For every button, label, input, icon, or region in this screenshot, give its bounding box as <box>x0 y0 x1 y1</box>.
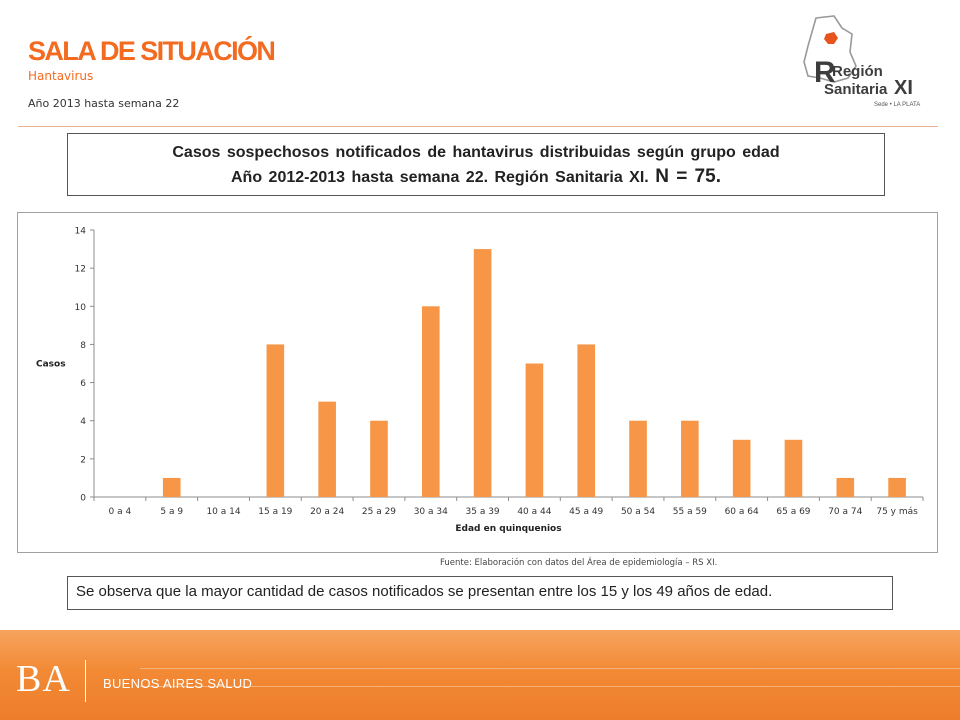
header-divider <box>18 126 938 127</box>
x-tick-label: 60 a 64 <box>725 507 759 517</box>
footer-decor-line <box>140 686 960 687</box>
page-title: SALA DE SITUACIÓN <box>28 36 276 66</box>
y-tick-label: 2 <box>80 455 86 465</box>
logo-numeral: XI <box>894 77 913 99</box>
bar-40-a-44 <box>525 363 544 497</box>
x-tick-label: 45 a 49 <box>569 507 603 517</box>
conclusion-box: Se observa que la mayor cantidad de caso… <box>67 576 893 610</box>
bar-30-a-34 <box>421 306 440 497</box>
bar-75-y-más <box>888 477 906 497</box>
logo-line2: Sanitaria <box>824 81 888 98</box>
x-tick-label: 25 a 29 <box>362 507 396 517</box>
x-tick-label: 10 a 14 <box>206 507 240 517</box>
chart-title-line2-text: Año 2012-2013 hasta semana 22. Región Sa… <box>231 169 649 186</box>
bar-50-a-54 <box>629 420 647 497</box>
region-sanitaria-logo: R Región Sanitaria XI Sede • LA PLATA <box>803 15 920 108</box>
y-tick-label: 0 <box>80 494 86 504</box>
province-map-icon <box>803 15 857 83</box>
x-tick-label: 35 a 39 <box>466 507 500 517</box>
region-highlight-icon <box>824 32 838 44</box>
y-tick-label: 4 <box>80 417 86 427</box>
x-tick-label: 15 a 19 <box>258 507 292 517</box>
period-label: Año 2013 hasta semana 22 <box>28 97 180 110</box>
footer-separator <box>85 660 86 702</box>
bar-70-a-74 <box>836 477 855 497</box>
x-tick-label: 55 a 59 <box>673 507 707 517</box>
ba-logo: BA <box>16 658 71 700</box>
bar-35-a-39 <box>473 249 492 497</box>
x-axis-title: Edad en quinquenios <box>455 524 561 534</box>
y-tick-label: 10 <box>75 303 87 313</box>
y-tick-label: 6 <box>80 379 86 389</box>
y-axis-title: Casos <box>36 360 66 370</box>
x-tick-label: 70 a 74 <box>828 507 862 517</box>
age-group-bar-chart: 0 2 4 6 8 10 12 14 0 a 4 5 a 9 10 a 14 15 a 19 20 a … <box>36 227 924 534</box>
bar-65-a-69 <box>784 439 803 497</box>
x-tick-label: 5 a 9 <box>160 507 183 517</box>
y-tick-label: 8 <box>80 341 86 351</box>
footer-band: BA BUENOS AIRES SALUD <box>0 630 960 720</box>
page-subtitle: Hantavirus <box>28 69 94 83</box>
y-tick-label: 14 <box>75 227 87 237</box>
x-tick-label: 75 y más <box>876 507 918 517</box>
chart-frame: 0 2 4 6 8 10 12 14 0 a 4 5 a 9 10 a 14 15 a 19 20 a … <box>17 212 938 553</box>
bar-20-a-24 <box>318 401 336 497</box>
footer-decor-line <box>140 668 960 669</box>
x-tick-label: 30 a 34 <box>414 507 448 517</box>
bar-25-a-29 <box>370 420 388 497</box>
bar-55-a-59 <box>681 420 699 497</box>
bar-5-a-9 <box>162 477 181 497</box>
bar-15-a-19 <box>266 344 285 497</box>
x-tick-label: 0 a 4 <box>109 507 132 517</box>
x-tick-label: 50 a 54 <box>621 507 655 517</box>
footer-org-name: BUENOS AIRES SALUD <box>103 676 253 691</box>
logo-line1: Región <box>832 63 883 80</box>
bar-60-a-64 <box>732 439 751 497</box>
y-tick-label: 12 <box>75 265 86 275</box>
bar-45-a-49 <box>577 344 596 497</box>
chart-title-box: Casos sospechosos notificados de hantavi… <box>67 133 885 196</box>
x-tick-label: 40 a 44 <box>517 507 551 517</box>
x-tick-label: 20 a 24 <box>310 507 344 517</box>
x-tick-label: 65 a 69 <box>776 507 810 517</box>
sample-size: N = 75. <box>655 166 721 187</box>
source-note: Fuente: Elaboración con datos del Área d… <box>440 558 718 568</box>
chart-title-line2: Año 2012-2013 hasta semana 22. Región Sa… <box>68 166 884 188</box>
chart-title-line1: Casos sospechosos notificados de hantavi… <box>172 144 780 161</box>
logo-r-letter: R <box>814 56 836 89</box>
logo-seat: Sede • LA PLATA <box>874 102 920 108</box>
